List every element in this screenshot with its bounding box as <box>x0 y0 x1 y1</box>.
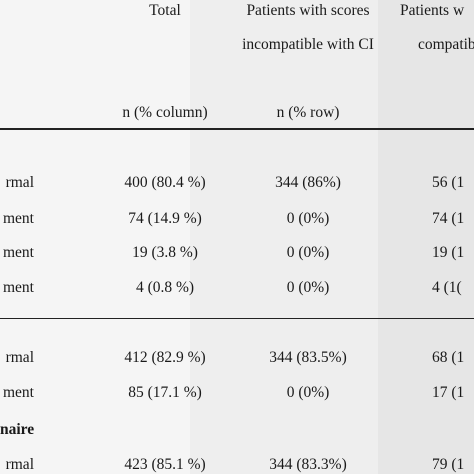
cell-incompatible: 344 (83.3%) <box>269 456 347 473</box>
cell-incompatible: 344 (83.5%) <box>269 349 347 366</box>
column-band-total <box>0 0 190 474</box>
column-band-compatible <box>378 0 474 474</box>
header-unit-incompatible: n (% row) <box>276 104 340 121</box>
cell-compatible: 79 (1 <box>432 456 465 473</box>
column-band-incompatible <box>190 0 378 474</box>
header-incompatible-line1: Patients with scores <box>246 2 370 19</box>
cell-compatible: 4 (1( <box>432 279 462 296</box>
row-label: ment <box>3 244 34 261</box>
cell-compatible: 68 (1 <box>432 349 465 366</box>
cell-total: 423 (85.1 %) <box>124 456 206 473</box>
row-label: ment <box>3 210 34 227</box>
row-label: ment <box>3 384 34 401</box>
row-label: ment <box>3 279 34 296</box>
cell-total: 19 (3.8 %) <box>132 244 198 261</box>
cell-incompatible: 0 (0%) <box>286 279 330 296</box>
row-label: rmal <box>5 174 34 191</box>
section-title: naire <box>0 421 35 438</box>
cell-total: 4 (0.8 %) <box>135 279 195 296</box>
cell-total: 85 (17.1 %) <box>128 384 202 401</box>
row-label: rmal <box>5 349 34 366</box>
cell-compatible: 74 (1 <box>432 210 465 227</box>
section-divider-rule-1 <box>0 318 474 319</box>
header-compatible-line2: compatib <box>418 36 474 53</box>
header-compatible-line1: Patients w <box>400 2 465 19</box>
header-bottom-rule <box>0 128 474 130</box>
cell-total: 74 (14.9 %) <box>128 210 202 227</box>
cell-compatible: 19 (1 <box>432 244 465 261</box>
cell-compatible: 56 (1 <box>432 174 465 191</box>
row-label: rmal <box>5 456 34 473</box>
header-total: Total <box>149 2 181 19</box>
header-unit-total: n (% column) <box>122 104 208 121</box>
cell-total: 400 (80.4 %) <box>124 174 206 191</box>
cell-compatible: 17 (1 <box>432 384 465 401</box>
header-incompatible-line2: incompatible with CI <box>242 36 374 53</box>
cell-total: 412 (82.9 %) <box>124 349 206 366</box>
cell-incompatible: 344 (86%) <box>275 174 341 191</box>
cell-incompatible: 0 (0%) <box>286 210 330 227</box>
cell-incompatible: 0 (0%) <box>286 244 330 261</box>
cell-incompatible: 0 (0%) <box>286 384 330 401</box>
